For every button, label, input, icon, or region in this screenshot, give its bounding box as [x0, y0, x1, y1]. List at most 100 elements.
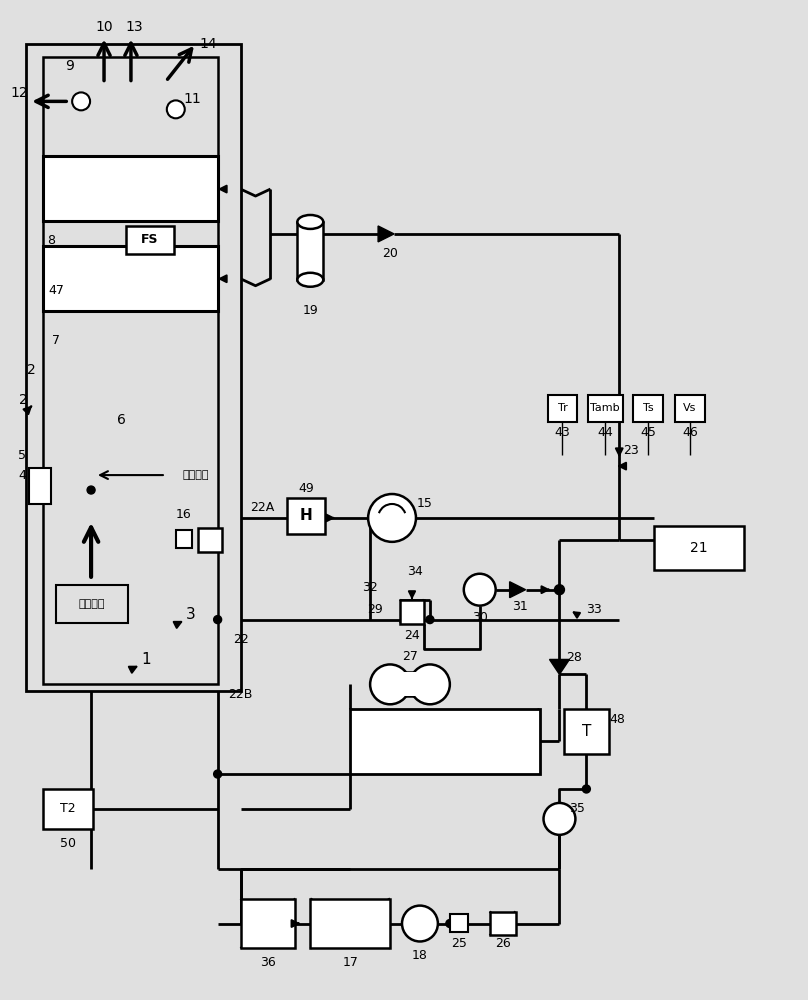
Circle shape: [370, 664, 410, 704]
Bar: [288, 498, 326, 534]
Bar: [675, 395, 705, 422]
Bar: [44, 57, 217, 684]
Text: 36: 36: [259, 956, 276, 969]
Bar: [198, 528, 221, 552]
Text: 9: 9: [65, 59, 74, 73]
Circle shape: [368, 494, 416, 542]
Text: 32: 32: [362, 581, 378, 594]
Text: 20: 20: [382, 247, 398, 260]
Text: 44: 44: [597, 426, 613, 439]
Text: 25: 25: [451, 937, 467, 950]
Text: 21: 21: [690, 541, 708, 555]
Text: 12: 12: [11, 86, 28, 100]
Bar: [548, 395, 578, 422]
Polygon shape: [549, 659, 570, 674]
Bar: [588, 395, 623, 422]
Text: 3: 3: [186, 607, 196, 622]
Text: 14: 14: [200, 37, 217, 51]
Text: 48: 48: [609, 713, 625, 726]
Text: 24: 24: [404, 629, 420, 642]
Text: 10: 10: [95, 20, 113, 34]
Bar: [241, 899, 296, 948]
Text: 31: 31: [511, 600, 528, 613]
Text: 6: 6: [116, 413, 125, 427]
Circle shape: [410, 664, 450, 704]
Text: 47: 47: [48, 284, 64, 297]
Text: Ts: Ts: [643, 403, 654, 413]
Text: 23: 23: [623, 444, 639, 457]
Text: 19: 19: [302, 304, 318, 317]
Text: 1: 1: [141, 652, 151, 667]
Text: Vs: Vs: [684, 403, 696, 413]
Text: 18: 18: [412, 949, 428, 962]
Polygon shape: [510, 582, 525, 598]
Bar: [44, 156, 217, 221]
Text: 22: 22: [233, 633, 248, 646]
Circle shape: [87, 486, 95, 494]
Bar: [29, 468, 51, 504]
Bar: [126, 226, 174, 254]
Bar: [27, 44, 241, 691]
Bar: [400, 600, 424, 624]
Circle shape: [213, 616, 221, 624]
Text: 27: 27: [402, 650, 418, 663]
Bar: [310, 899, 390, 948]
Text: 22B: 22B: [229, 688, 253, 701]
Text: 15: 15: [417, 497, 433, 510]
Circle shape: [426, 616, 434, 624]
Bar: [297, 222, 323, 280]
Text: 45: 45: [640, 426, 656, 439]
Text: 43: 43: [554, 426, 570, 439]
Text: 外界大气: 外界大气: [79, 599, 105, 609]
Bar: [490, 912, 516, 935]
Text: 16: 16: [176, 508, 191, 521]
Text: 7: 7: [53, 334, 61, 347]
Text: 4: 4: [19, 469, 26, 482]
Polygon shape: [378, 226, 394, 242]
Bar: [390, 672, 430, 696]
Bar: [44, 789, 93, 829]
Circle shape: [544, 803, 575, 835]
Text: 35: 35: [570, 802, 585, 815]
Bar: [44, 246, 217, 311]
Text: 2: 2: [19, 393, 27, 407]
Ellipse shape: [297, 273, 323, 287]
Circle shape: [554, 585, 565, 595]
Text: 26: 26: [494, 937, 511, 950]
Text: 22A: 22A: [250, 501, 275, 514]
Text: 49: 49: [298, 482, 314, 495]
Circle shape: [583, 785, 591, 793]
Text: 13: 13: [125, 20, 143, 34]
Circle shape: [213, 770, 221, 778]
Text: 50: 50: [60, 837, 76, 850]
Text: Tr: Tr: [558, 403, 567, 413]
Text: 8: 8: [47, 234, 55, 247]
Ellipse shape: [297, 215, 323, 229]
Text: T2: T2: [61, 802, 76, 815]
Bar: [350, 709, 540, 774]
Text: 33: 33: [587, 603, 602, 616]
Text: H: H: [300, 508, 313, 523]
Text: T: T: [582, 724, 591, 739]
Circle shape: [72, 92, 90, 110]
Text: 空调广室: 空调广室: [183, 470, 209, 480]
Text: 5: 5: [19, 449, 27, 462]
Text: 2: 2: [27, 363, 36, 377]
Circle shape: [464, 574, 495, 606]
Circle shape: [446, 920, 454, 928]
Bar: [176, 530, 191, 548]
Bar: [654, 526, 744, 570]
Text: 34: 34: [407, 565, 423, 578]
Text: 11: 11: [184, 92, 202, 106]
Text: 30: 30: [472, 611, 488, 624]
Text: 17: 17: [343, 956, 358, 969]
Circle shape: [402, 906, 438, 941]
Bar: [450, 914, 468, 932]
Text: FS: FS: [141, 233, 158, 246]
Circle shape: [166, 100, 185, 118]
Bar: [633, 395, 663, 422]
Text: 46: 46: [682, 426, 698, 439]
Bar: [57, 585, 128, 623]
Text: Tamb: Tamb: [591, 403, 620, 413]
Bar: [565, 709, 609, 754]
